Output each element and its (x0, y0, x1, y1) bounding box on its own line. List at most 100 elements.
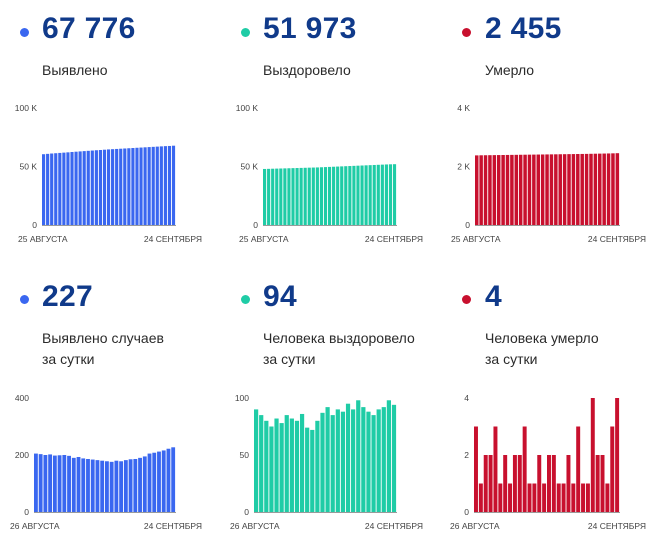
bar (498, 483, 503, 512)
bar (356, 400, 361, 512)
bar (106, 149, 111, 225)
bar (611, 153, 615, 225)
bar (556, 483, 561, 512)
bar (152, 452, 157, 512)
bar (537, 455, 542, 512)
bar (325, 407, 330, 512)
bar (512, 455, 517, 512)
bar (590, 398, 595, 512)
bar (166, 448, 171, 512)
bar (360, 165, 364, 225)
bar (320, 412, 325, 512)
bar (615, 398, 620, 512)
stat-value: 51 973 (263, 12, 357, 45)
bar (571, 483, 576, 512)
bar (319, 167, 324, 225)
stat-label-line2: за сутки (485, 351, 538, 367)
bar (492, 155, 497, 225)
bar (111, 149, 115, 225)
stat-value: 4 (485, 280, 502, 313)
bar (123, 460, 128, 512)
bar (54, 153, 58, 225)
stat-label-line2: за сутки (263, 351, 316, 367)
bar (66, 152, 70, 225)
y-tick-label: 100 (235, 393, 249, 403)
bar (98, 150, 103, 225)
bar (606, 153, 611, 225)
bar (474, 426, 478, 512)
bar (576, 154, 580, 225)
bar (558, 154, 562, 225)
bar (307, 167, 311, 225)
bar (58, 152, 62, 225)
bar (391, 404, 397, 512)
y-tick-label: 200 (15, 450, 29, 460)
bar (518, 154, 523, 225)
x-tick-label-end: 24 СЕНТЯБРЯ (588, 234, 646, 244)
bar (488, 155, 492, 225)
bar (371, 415, 376, 512)
bar (157, 451, 161, 512)
bar (540, 154, 545, 225)
bar (522, 426, 527, 512)
bar (287, 168, 291, 225)
bar (155, 146, 159, 225)
bar (344, 166, 348, 225)
y-tick-label: 0 (253, 220, 258, 230)
bar (48, 454, 53, 512)
bar (67, 455, 71, 512)
bar (566, 455, 571, 512)
bar (171, 447, 176, 512)
bar (536, 154, 541, 225)
bar (279, 423, 284, 512)
stat-label: Выздоровело (263, 62, 351, 78)
bar (542, 483, 547, 512)
bar (131, 148, 135, 225)
bar (593, 153, 598, 225)
stat-value: 94 (263, 280, 297, 313)
bar (38, 454, 43, 512)
bar (493, 426, 498, 512)
bar (372, 164, 376, 225)
bar (527, 483, 532, 512)
series-dot-icon (241, 295, 250, 304)
bar (299, 167, 303, 225)
y-tick-label: 4 K (457, 103, 470, 113)
bar (311, 167, 315, 225)
bar (143, 147, 147, 225)
bar (330, 415, 335, 512)
bar (348, 166, 352, 225)
bar (551, 455, 556, 512)
x-tick-label-end: 24 СЕНТЯБРЯ (144, 234, 202, 244)
bar (76, 456, 81, 512)
bar (508, 483, 513, 512)
bar (361, 407, 366, 512)
y-tick-label: 400 (15, 393, 29, 403)
x-tick-label-end: 24 СЕНТЯБРЯ (365, 234, 423, 244)
bar (94, 150, 98, 225)
bar (545, 154, 549, 225)
bar (271, 168, 275, 225)
series-dot-icon (462, 28, 471, 37)
bar (532, 154, 536, 225)
bar (381, 407, 386, 512)
bar (74, 151, 78, 225)
bar (368, 165, 372, 225)
stat-value: 227 (42, 280, 93, 313)
stat-label: Умерло (485, 62, 535, 78)
bar (95, 460, 100, 512)
bar (119, 461, 124, 512)
bar (291, 168, 295, 225)
y-tick-label: 100 K (15, 103, 38, 113)
bar (554, 154, 558, 225)
bar (151, 146, 155, 225)
bar (52, 455, 57, 512)
bar (254, 409, 259, 512)
bar (505, 154, 510, 225)
x-tick-label-start: 26 АВГУСТА (10, 521, 60, 531)
bar (147, 147, 151, 225)
bar (549, 154, 554, 225)
bar (139, 147, 143, 225)
bar (283, 168, 287, 225)
